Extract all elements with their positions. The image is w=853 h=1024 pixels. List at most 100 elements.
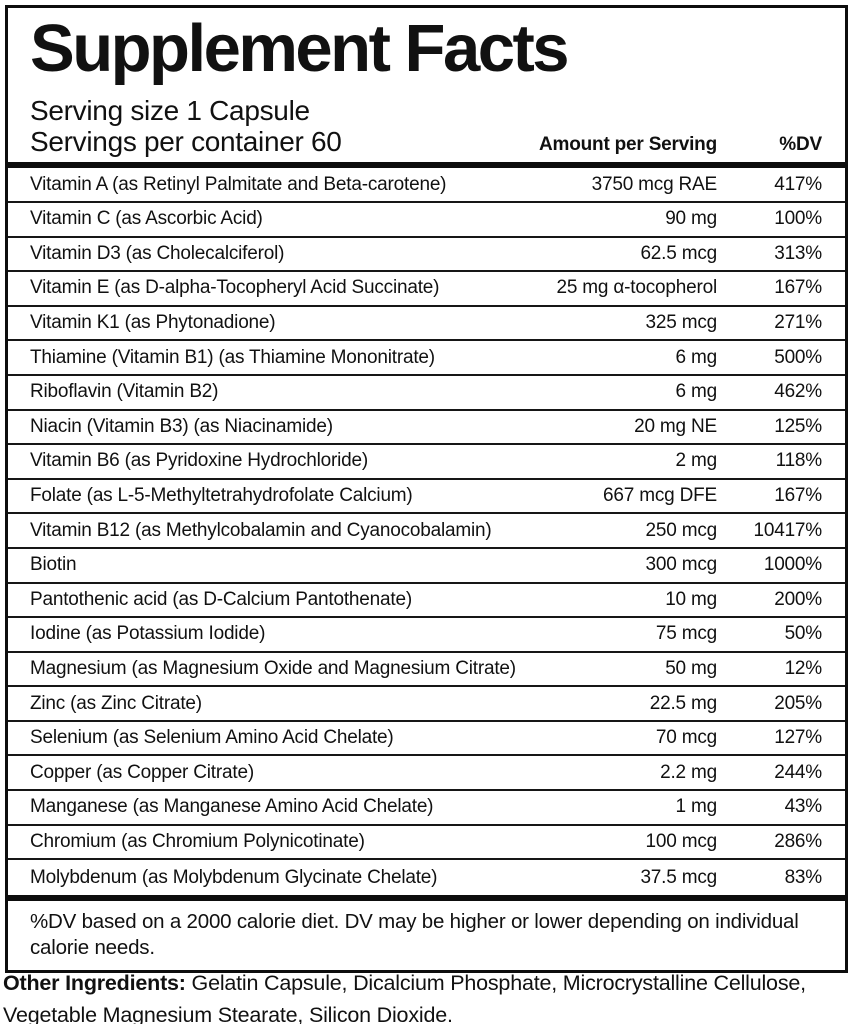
ingredient-dv: 205% xyxy=(774,692,822,714)
other-ingredients-label: Other Ingredients: xyxy=(3,971,186,995)
table-row: Vitamin K1 (as Phytonadione) 325 mcg 271… xyxy=(8,307,845,342)
ingredient-dv: 286% xyxy=(774,830,822,852)
ingredient-name: Vitamin B12 (as Methylcobalamin and Cyan… xyxy=(30,519,492,541)
table-row: Zinc (as Zinc Citrate) 22.5 mg 205% xyxy=(8,687,845,722)
ingredient-amount: 75 mcg xyxy=(655,623,717,645)
table-row: Thiamine (Vitamin B1) (as Thiamine Monon… xyxy=(8,341,845,376)
ingredient-name: Niacin (Vitamin B3) (as Niacinamide) xyxy=(30,415,333,437)
ingredient-amount: 37.5 mcg xyxy=(640,866,717,888)
ingredient-dv: 167% xyxy=(774,485,822,507)
ingredient-dv: 100% xyxy=(774,208,822,230)
table-row: Molybdenum (as Molybdenum Glycinate Chel… xyxy=(8,860,845,895)
ingredient-name: Manganese (as Manganese Amino Acid Chela… xyxy=(30,796,434,818)
ingredient-name: Iodine (as Potassium Iodide) xyxy=(30,623,266,645)
ingredient-amount: 70 mcg xyxy=(655,727,717,749)
ingredient-amount: 325 mcg xyxy=(645,312,718,334)
ingredient-amount: 10 mg xyxy=(665,588,717,610)
ingredient-dv: 118% xyxy=(775,450,823,472)
table-row: Folate (as L-5-Methyltetrahydrofolate Ca… xyxy=(8,480,845,515)
ingredient-amount: 100 mcg xyxy=(645,830,718,852)
table-bottom-bar xyxy=(8,894,845,901)
servings-and-columns-row: Servings per container 60 Amount per Ser… xyxy=(30,126,822,162)
table-row: Vitamin D3 (as Cholecalciferol) 62.5 mcg… xyxy=(8,238,845,273)
header-divider-bar xyxy=(8,162,845,169)
ingredient-amount: 50 mg xyxy=(665,658,717,679)
ingredient-name: Copper (as Copper Citrate) xyxy=(30,761,254,783)
ingredient-amount: 90 mg xyxy=(665,208,717,230)
table-row: Niacin (Vitamin B3) (as Niacinamide) 20 … xyxy=(8,411,845,446)
ingredient-amount: 22.5 mg xyxy=(649,692,717,714)
table-row: Vitamin E (as D-alpha-Tocopheryl Acid Su… xyxy=(8,272,845,307)
ingredient-name: Folate (as L-5-Methyltetrahydrofolate Ca… xyxy=(30,485,413,507)
ingredient-name: Riboflavin (Vitamin B2) xyxy=(30,381,219,403)
ingredient-dv: 500% xyxy=(774,346,822,368)
ingredient-dv: 1000% xyxy=(763,554,822,576)
ingredient-name: Vitamin C (as Ascorbic Acid) xyxy=(30,208,263,230)
ingredient-dv: 50% xyxy=(784,623,823,645)
ingredient-amount: 2.2 mg xyxy=(660,761,717,783)
ingredient-amount: 1 mg xyxy=(675,796,718,818)
ingredient-name: Vitamin K1 (as Phytonadione) xyxy=(30,312,276,334)
ingredient-amount: 20 mg NE xyxy=(634,415,717,437)
serving-size: Serving size 1 Capsule xyxy=(30,94,310,126)
ingredient-dv: 462% xyxy=(774,381,822,403)
ingredient-amount: 6 mg xyxy=(675,381,718,403)
table-row: Biotin 300 mcg 1000% xyxy=(8,549,845,584)
ingredient-name: Biotin xyxy=(30,554,77,576)
ingredient-name: Magnesium (as Magnesium Oxide and Magnes… xyxy=(30,658,516,679)
column-header-dv: %DV xyxy=(779,134,822,156)
ingredient-amount: 2 mg xyxy=(675,450,718,472)
ingredient-amount: 300 mcg xyxy=(645,554,718,576)
table-row: Selenium (as Selenium Amino Acid Chelate… xyxy=(8,722,845,757)
dv-footnote: %DV based on a 2000 calorie diet. DV may… xyxy=(30,909,799,960)
ingredient-amount: 25 mg α-tocopherol xyxy=(556,277,717,299)
ingredient-name: Vitamin A (as Retinyl Palmitate and Beta… xyxy=(30,173,447,195)
table-row: Manganese (as Manganese Amino Acid Chela… xyxy=(8,791,845,826)
ingredient-name: Zinc (as Zinc Citrate) xyxy=(30,692,202,714)
ingredient-amount: 6 mg xyxy=(675,346,718,368)
ingredient-dv: 125% xyxy=(774,415,822,437)
ingredient-dv: 127% xyxy=(774,727,822,749)
facts-title: Supplement Facts xyxy=(30,11,570,86)
ingredient-dv: 43% xyxy=(784,796,823,818)
ingredient-amount: 667 mcg DFE xyxy=(603,485,717,507)
other-ingredients: Other Ingredients: Gelatin Capsule, Dica… xyxy=(3,968,848,1024)
ingredient-dv: 313% xyxy=(774,242,822,264)
ingredient-name: Selenium (as Selenium Amino Acid Chelate… xyxy=(30,727,394,749)
ingredient-name: Pantothenic acid (as D-Calcium Pantothen… xyxy=(30,588,412,610)
ingredient-dv: 244% xyxy=(774,761,822,783)
ingredient-dv: 417% xyxy=(774,173,822,195)
ingredient-dv: 10417% xyxy=(753,519,822,541)
table-row: Vitamin B6 (as Pyridoxine Hydrochloride)… xyxy=(8,445,845,480)
table-row: Riboflavin (Vitamin B2) 6 mg 462% xyxy=(8,376,845,411)
ingredient-name: Vitamin D3 (as Cholecalciferol) xyxy=(30,242,285,264)
servings-per-container: Servings per container 60 xyxy=(30,126,342,158)
table-row: Vitamin A (as Retinyl Palmitate and Beta… xyxy=(8,168,845,203)
table-row: Copper (as Copper Citrate) 2.2 mg 244% xyxy=(8,756,845,792)
ingredient-amount: 62.5 mcg xyxy=(640,242,717,264)
ingredient-name: Thiamine (Vitamin B1) (as Thiamine Monon… xyxy=(30,346,435,368)
ingredient-name: Vitamin B6 (as Pyridoxine Hydrochloride) xyxy=(30,450,369,472)
ingredient-dv: 271% xyxy=(774,312,822,334)
ingredient-dv: 200% xyxy=(774,588,822,610)
table-row: Chromium (as Chromium Polynicotinate) 10… xyxy=(8,826,845,861)
ingredient-amount: 3750 mcg RAE xyxy=(591,173,718,195)
table-row: Magnesium (as Magnesium Oxide and Magnes… xyxy=(8,653,845,688)
table-row: Vitamin B12 (as Methylcobalamin and Cyan… xyxy=(8,514,845,549)
ingredient-dv: 167% xyxy=(774,277,822,299)
table-row: Vitamin C (as Ascorbic Acid) 90 mg 100% xyxy=(8,203,845,238)
ingredient-amount: 250 mcg xyxy=(645,519,718,541)
supplement-facts-label: Supplement Facts Serving size 1 Capsule … xyxy=(5,5,848,974)
ingredient-name: Vitamin E (as D-alpha-Tocopheryl Acid Su… xyxy=(30,277,440,299)
ingredient-dv: 12% xyxy=(784,658,823,679)
column-header-amount: Amount per Serving xyxy=(539,134,717,156)
ingredient-name: Molybdenum (as Molybdenum Glycinate Chel… xyxy=(30,866,438,888)
nutrient-table: Vitamin A (as Retinyl Palmitate and Beta… xyxy=(8,168,845,894)
ingredient-dv: 83% xyxy=(784,866,823,888)
label-header: Supplement Facts Serving size 1 Capsule … xyxy=(8,8,845,162)
ingredient-name: Chromium (as Chromium Polynicotinate) xyxy=(30,830,365,852)
table-row: Iodine (as Potassium Iodide) 75 mcg 50% xyxy=(8,618,845,653)
table-row: Pantothenic acid (as D-Calcium Pantothen… xyxy=(8,584,845,619)
other-ingredients-text: Gelatin Capsule, Dicalcium Phosphate, Mi… xyxy=(3,971,806,1024)
